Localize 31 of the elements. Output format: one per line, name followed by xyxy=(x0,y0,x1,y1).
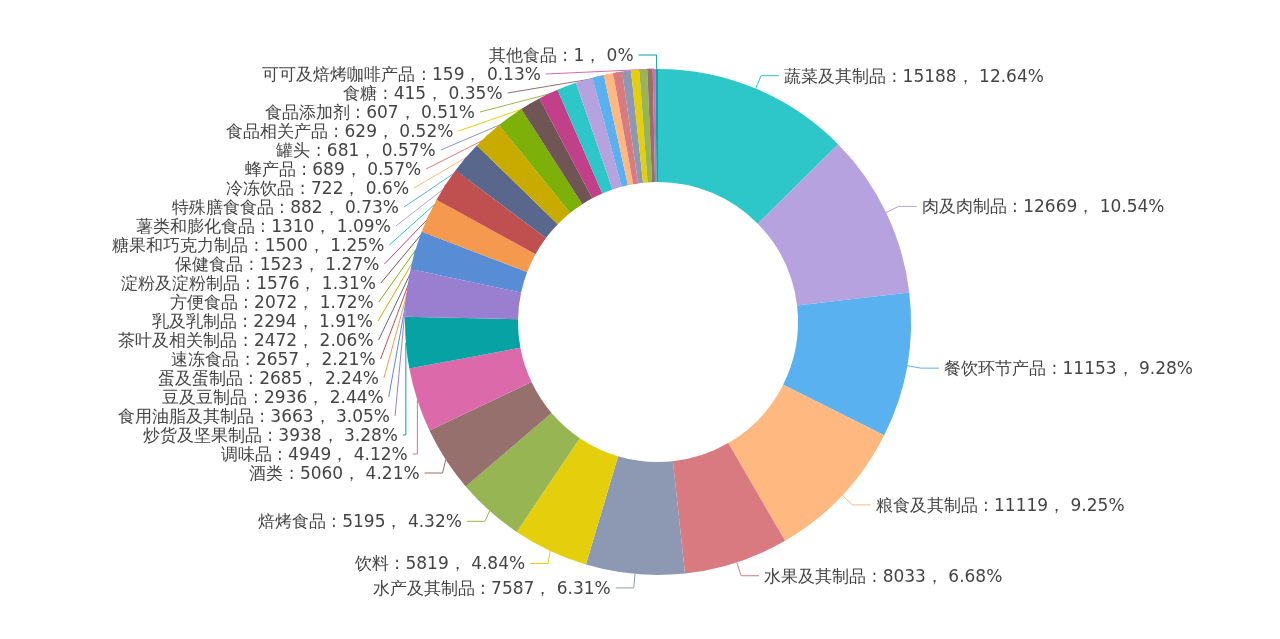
slice-label: 餐饮环节产品 : 11153， 9.28% xyxy=(943,358,1194,379)
slice-label: 乳及乳制品 : 2294， 1.91% xyxy=(151,311,373,331)
slice-label: 糖果和巧克力制品 : 1500， 1.25% xyxy=(112,235,385,255)
slice-label: 粮食及其制品 : 11119， 9.25% xyxy=(875,494,1125,515)
slice-label: 食用油脂及其制品 : 3663， 3.05% xyxy=(117,406,391,426)
slice-label: 水果及其制品 : 8033， 6.68% xyxy=(764,565,1003,586)
slice-label: 食品相关产品 : 629， 0.52% xyxy=(225,121,454,141)
slice-label: 特殊膳食食品 : 882， 0.73% xyxy=(171,197,400,217)
slice-label: 水产及其制品 : 7587， 6.31% xyxy=(372,577,611,598)
slice-label: 酒类 : 5060， 4.21% xyxy=(249,463,420,483)
slice-label: 蔬菜及其制品 : 15188， 12.64% xyxy=(784,65,1044,86)
slice-label: 茶叶及相关制品 : 2472， 2.06% xyxy=(118,330,374,350)
slice-label: 蜂产品 : 689， 0.57% xyxy=(244,159,422,179)
slice-label: 调味品 : 4949， 4.12% xyxy=(220,444,408,464)
slice-label: 速冻食品 : 2657， 2.21% xyxy=(171,349,376,369)
slice-label: 食品添加剂 : 607， 0.51% xyxy=(264,102,476,122)
slice-label: 薯类和膨化食品 : 1310， 1.09% xyxy=(135,216,391,236)
slice-label: 保健食品 : 1523， 1.27% xyxy=(175,254,380,274)
slice-label: 蛋及蛋制品 : 2685， 2.24% xyxy=(157,368,379,388)
slice-label: 冷冻饮品 : 722， 0.6% xyxy=(226,178,410,198)
slice-label: 食糖 : 415， 0.35% xyxy=(343,83,503,103)
slice-label: 罐头 : 681， 0.57% xyxy=(276,140,436,160)
slice-label: 焙烤食品 : 5195， 4.32% xyxy=(257,511,462,532)
slice-label: 淀粉及淀粉制品 : 1576， 1.31% xyxy=(120,273,376,293)
slice-label: 豆及豆制品 : 2936， 2.44% xyxy=(162,387,384,407)
slice-label: 肉及肉制品 : 12669， 10.54% xyxy=(921,196,1165,217)
slice-label: 其他食品 : 1， 0% xyxy=(488,45,634,65)
slice-label: 饮料 : 5819， 4.84% xyxy=(353,553,526,574)
slice-label: 方便食品 : 2072， 1.72% xyxy=(169,292,374,312)
slice-label: 炒货及坚果制品 : 3938， 3.28% xyxy=(142,425,398,445)
slice-label: 可可及焙烤咖啡产品 : 159， 0.13% xyxy=(262,64,541,84)
